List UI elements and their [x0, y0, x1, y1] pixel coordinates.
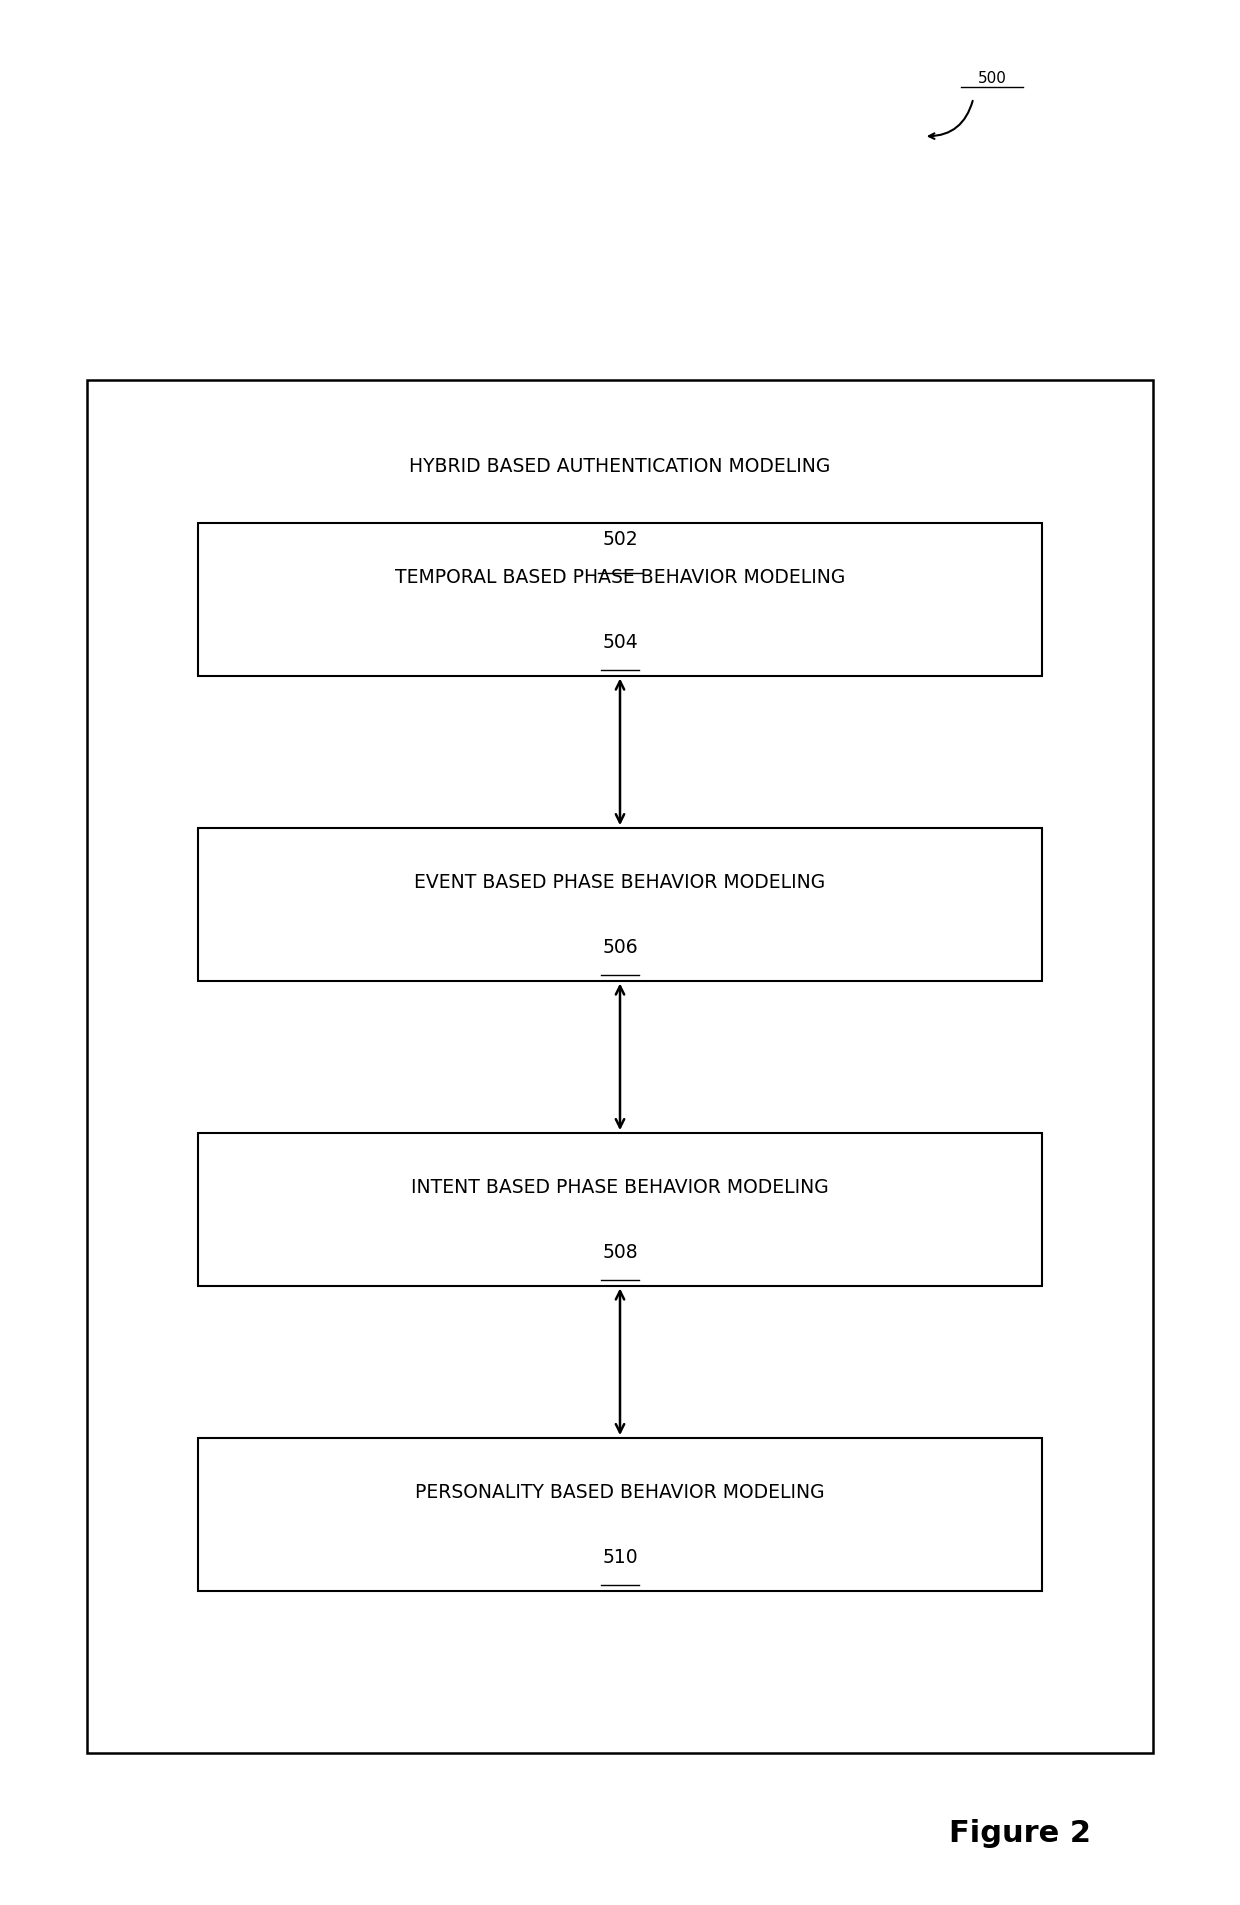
FancyBboxPatch shape — [198, 829, 1042, 981]
Text: 502: 502 — [603, 530, 637, 549]
Text: EVENT BASED PHASE BEHAVIOR MODELING: EVENT BASED PHASE BEHAVIOR MODELING — [414, 872, 826, 892]
FancyBboxPatch shape — [198, 1133, 1042, 1286]
Text: 504: 504 — [603, 632, 637, 652]
Text: PERSONALITY BASED BEHAVIOR MODELING: PERSONALITY BASED BEHAVIOR MODELING — [415, 1482, 825, 1501]
FancyBboxPatch shape — [87, 381, 1153, 1753]
Text: HYBRID BASED AUTHENTICATION MODELING: HYBRID BASED AUTHENTICATION MODELING — [409, 457, 831, 476]
Text: 510: 510 — [603, 1547, 637, 1566]
Text: TEMPORAL BASED PHASE BEHAVIOR MODELING: TEMPORAL BASED PHASE BEHAVIOR MODELING — [394, 568, 846, 587]
Text: INTENT BASED PHASE BEHAVIOR MODELING: INTENT BASED PHASE BEHAVIOR MODELING — [412, 1177, 828, 1196]
FancyBboxPatch shape — [198, 524, 1042, 676]
Text: 500: 500 — [977, 70, 1007, 86]
FancyBboxPatch shape — [198, 1438, 1042, 1591]
Text: 506: 506 — [603, 937, 637, 956]
Text: Figure 2: Figure 2 — [949, 1817, 1091, 1848]
Text: 508: 508 — [603, 1242, 637, 1261]
